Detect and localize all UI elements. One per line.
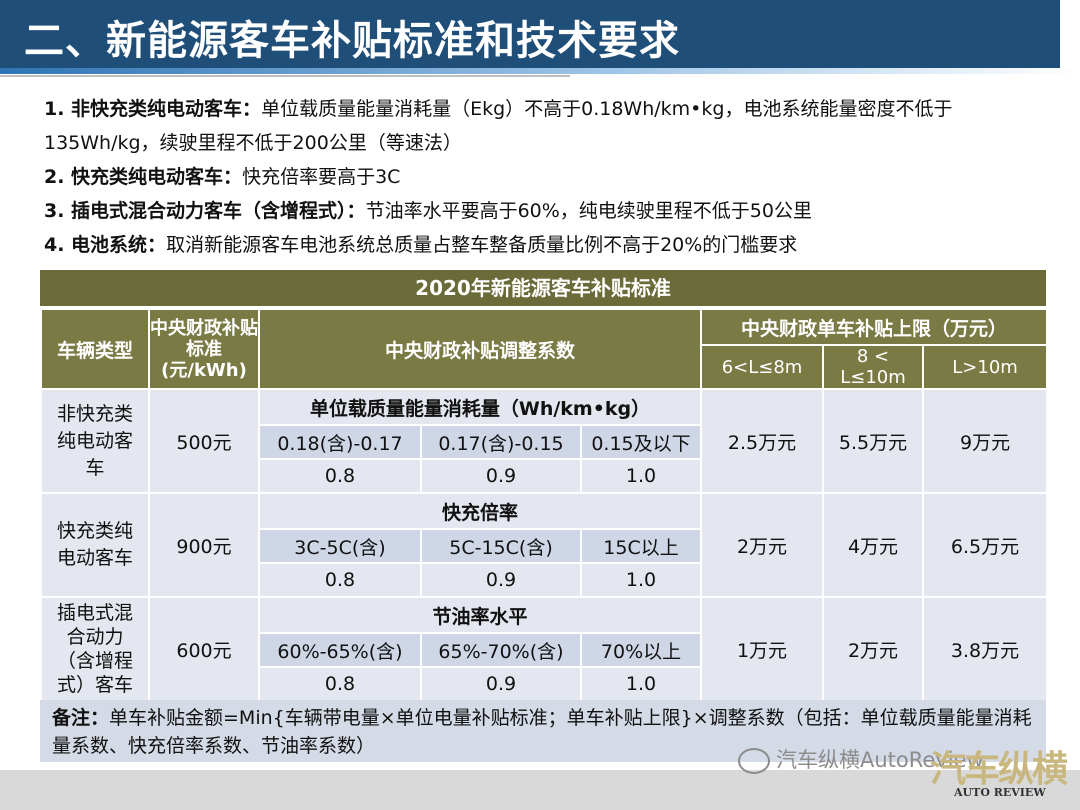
header-coefficient: 中央财政补贴调整系数	[257, 308, 703, 390]
table-note: 备注：单车补贴金额=Min{车辆带电量×单位电量补贴标准；单车补贴上限}×调整系…	[40, 700, 1046, 762]
brand-logo: 汽车纵横 AUTO REVIEW	[930, 740, 1074, 802]
row-range: 0.18(含)-0.17	[258, 424, 422, 460]
logo-sub: AUTO REVIEW	[954, 786, 1046, 799]
requirement-item-3: 3. 插电式混合动力客车（含增程式）：节油率水平要高于60%，纯电续驶里程不低于…	[44, 194, 1054, 228]
row-cap: 2万元	[822, 596, 925, 702]
requirement-text: 快充倍率要高于3C	[242, 166, 401, 188]
logo-main: 汽车纵横	[930, 748, 1068, 790]
row-vehicle-type: 快充类纯电动客车	[40, 492, 150, 598]
row-cap: 9万元	[922, 388, 1049, 494]
row-vehicle-type: 插电式混合动力（含增程式）客车	[40, 596, 150, 702]
row-coef: 1.0	[579, 562, 703, 598]
row-range: 5C-15C(含)	[420, 528, 582, 564]
requirement-head: 4. 电池系统：	[44, 234, 167, 256]
requirement-item-2: 2. 快充类纯电动客车：快充倍率要高于3C	[44, 160, 1054, 194]
row-standard: 600元	[148, 596, 260, 702]
footer-bar	[0, 770, 1080, 810]
row-coef: 0.8	[258, 458, 422, 494]
row-coef: 0.9	[420, 458, 582, 494]
row-range: 15C以上	[579, 528, 703, 564]
header-vehicle-type: 车辆类型	[40, 308, 150, 390]
title-bar: 二、新能源客车补贴标准和技术要求	[0, 0, 1060, 68]
header-cap: 中央财政单车补贴上限（万元）	[700, 308, 1049, 346]
header-cap-band: 8 < L≤10m	[822, 344, 925, 390]
note-label: 备注：	[52, 707, 110, 729]
subsidy-grid: 车辆类型 中央财政补贴标准(元/kWh) 中央财政补贴调整系数 中央财政单车补贴…	[40, 308, 1049, 702]
wechat-icon	[738, 748, 770, 774]
row-cap: 5.5万元	[822, 388, 925, 494]
row-coef: 0.9	[420, 666, 582, 702]
row-cap: 4万元	[822, 492, 925, 598]
row-range: 60%-65%(含)	[258, 632, 422, 668]
row-coef: 1.0	[579, 666, 703, 702]
title-divider	[0, 75, 570, 77]
subsidy-table: 2020年新能源客车补贴标准 车辆类型 中央财政补贴标准(元/kWh) 中央财政…	[40, 270, 1049, 702]
requirement-head: 3. 插电式混合动力客车（含增程式）：	[44, 200, 366, 222]
row-cap: 1万元	[700, 596, 825, 702]
requirement-item-1: 1. 非快充类纯电动客车：单位载质量能量消耗量（Ekg）不高于0.18Wh/km…	[44, 92, 1054, 160]
row-metric: 节油率水平	[257, 596, 703, 634]
row-standard: 500元	[148, 388, 260, 494]
row-metric: 快充倍率	[257, 492, 703, 530]
note-text: 单车补贴金额=Min{车辆带电量×单位电量补贴标准；单车补贴上限}×调整系数（包…	[52, 707, 1032, 757]
requirement-head: 1. 非快充类纯电动客车：	[44, 98, 262, 120]
row-range: 0.17(含)-0.15	[420, 424, 582, 460]
requirements-list: 1. 非快充类纯电动客车：单位载质量能量消耗量（Ekg）不高于0.18Wh/km…	[44, 92, 1054, 262]
row-coef: 1.0	[579, 458, 703, 494]
row-cap: 2.5万元	[700, 388, 825, 494]
requirement-text: 取消新能源客车电池系统总质量占整车整备质量比例不高于20%的门槛要求	[166, 234, 798, 256]
requirement-text: 节油率水平要高于60%，纯电续驶里程不低于50公里	[365, 200, 812, 222]
row-range: 65%-70%(含)	[420, 632, 582, 668]
row-range: 0.15及以下	[579, 424, 703, 460]
requirement-item-4: 4. 电池系统：取消新能源客车电池系统总质量占整车整备质量比例不高于20%的门槛…	[44, 228, 1054, 262]
row-range: 70%以上	[579, 632, 703, 668]
row-coef: 0.8	[258, 562, 422, 598]
table-caption: 2020年新能源客车补贴标准	[40, 270, 1046, 308]
title-accent-stripe	[0, 68, 1080, 74]
row-coef: 0.8	[258, 666, 422, 702]
requirement-text: 单位载质量能量消耗量（Ekg）不高于0.18Wh/km•kg，电池系统能量密度不…	[44, 98, 953, 154]
row-cap: 6.5万元	[922, 492, 1049, 598]
watermark: 汽车纵横AutoReview	[738, 744, 984, 774]
row-metric: 单位载质量能量消耗量（Wh/km•kg）	[257, 388, 703, 426]
row-coef: 0.9	[420, 562, 582, 598]
row-standard: 900元	[148, 492, 260, 598]
row-cap: 2万元	[700, 492, 825, 598]
row-range: 3C-5C(含)	[258, 528, 422, 564]
row-cap: 3.8万元	[922, 596, 1049, 702]
row-vehicle-type: 非快充类纯电动客车	[40, 388, 150, 494]
watermark-text: 汽车纵横AutoReview	[776, 748, 984, 772]
header-central-standard: 中央财政补贴标准(元/kWh)	[148, 308, 260, 390]
header-cap-band: 6<L≤8m	[700, 344, 825, 390]
header-cap-band: L>10m	[922, 344, 1049, 390]
requirement-head: 2. 快充类纯电动客车：	[44, 166, 243, 188]
page-title: 二、新能源客车补贴标准和技术要求	[24, 18, 680, 64]
